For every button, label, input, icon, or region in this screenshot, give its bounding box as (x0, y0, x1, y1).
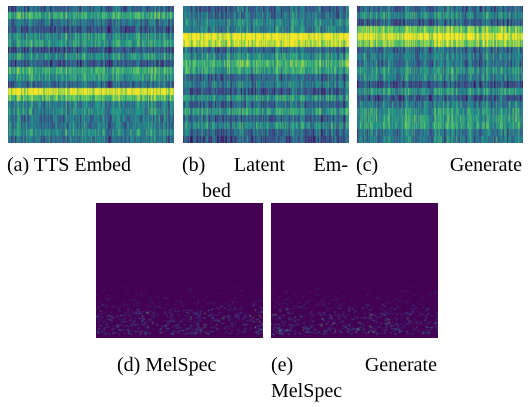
subfigure-a-image (8, 6, 174, 143)
caption-line: Embed (356, 180, 413, 202)
latent-embed-heatmap (183, 6, 349, 143)
subfigure-d-image (96, 203, 263, 338)
caption-line: (d) MelSpec (117, 354, 217, 376)
caption-line: (b) Latent Em- (182, 154, 348, 176)
generate-embed-heatmap (357, 6, 523, 143)
subfigure-a-caption: (a) TTS Embed (7, 152, 173, 178)
melspec-image (96, 203, 263, 338)
generate-melspec-image (271, 203, 438, 338)
caption-line: (c) Generate (356, 154, 522, 176)
subfigure-e-caption: (e) Generate MelSpec (271, 352, 437, 404)
subfigure-b-image (183, 6, 349, 143)
caption-line: MelSpec (271, 380, 343, 402)
caption-line: bed (202, 180, 231, 202)
subfigure-d-caption: (d) MelSpec (117, 352, 257, 378)
caption-line: (e) Generate (271, 354, 437, 376)
tts-embed-heatmap (8, 6, 174, 143)
subfigure-b-caption: (b) Latent Em- bed (182, 152, 348, 204)
subfigure-c-caption: (c) Generate Embed (356, 152, 522, 204)
subfigure-c-image (357, 6, 523, 143)
caption-line: (a) TTS Embed (7, 154, 132, 176)
subfigure-e-image (271, 203, 438, 338)
